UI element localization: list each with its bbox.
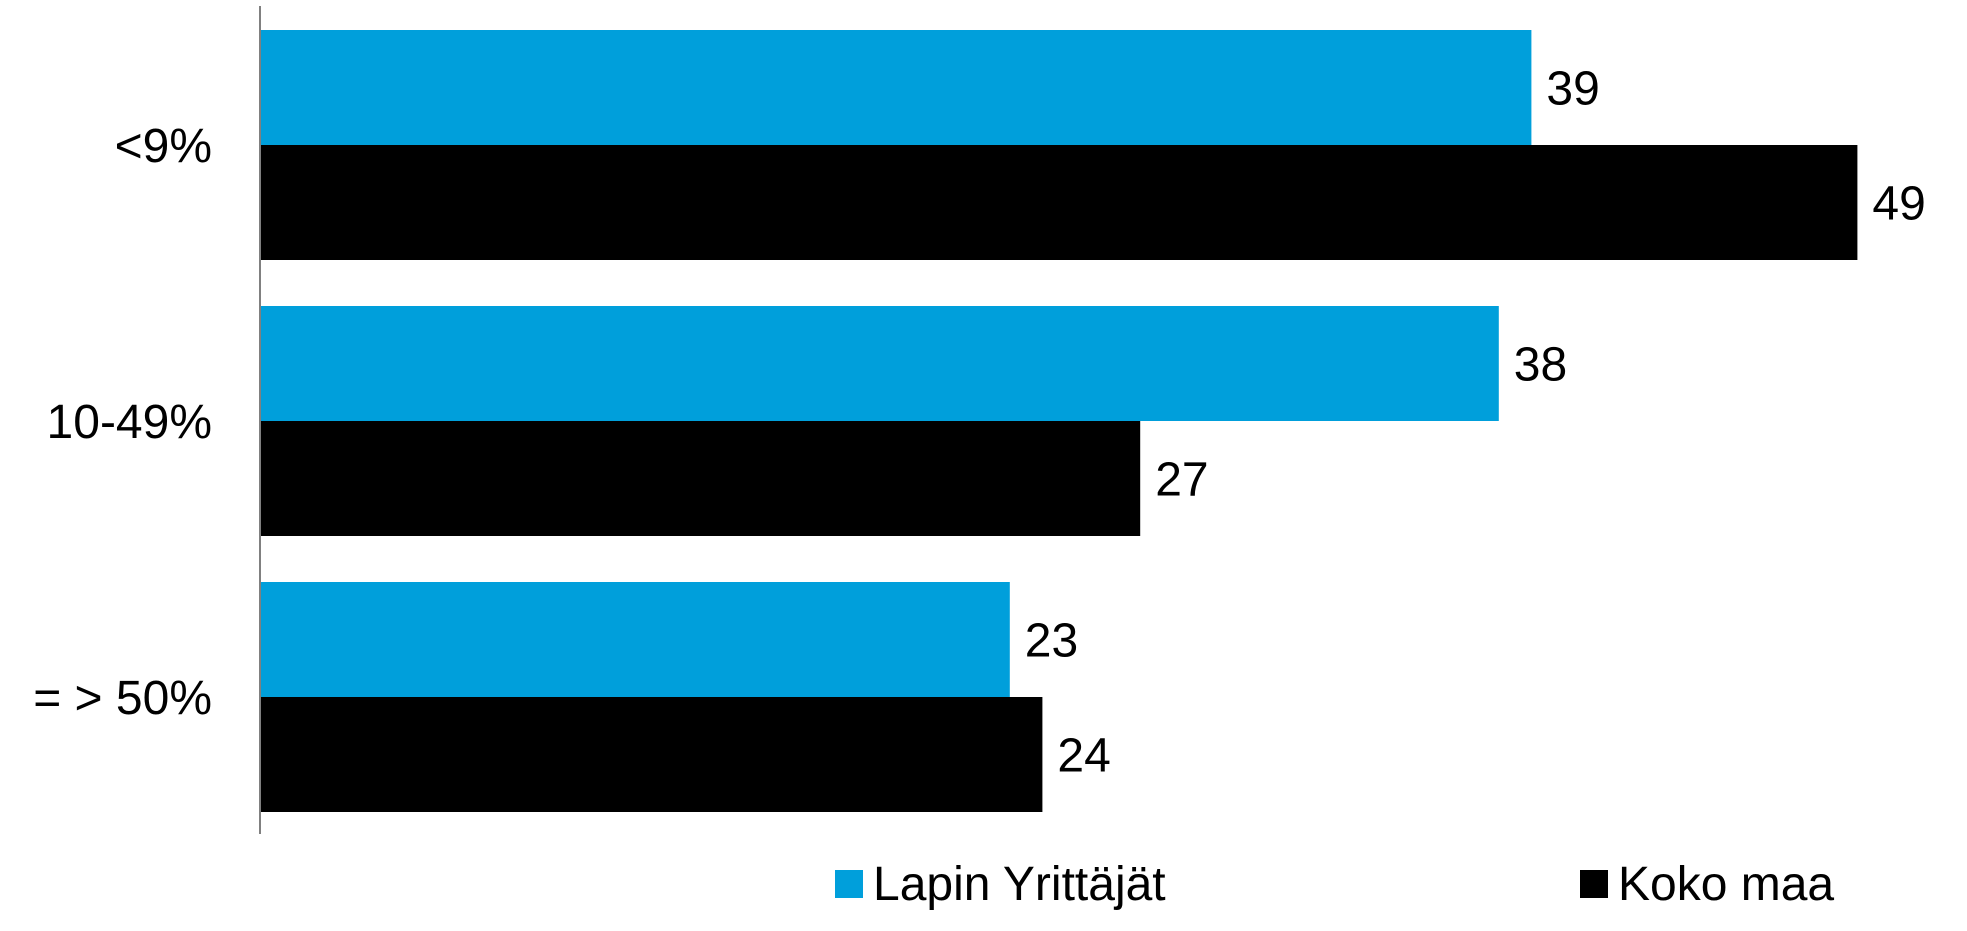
data-label-koko-maa-2: 27: [1155, 453, 1208, 506]
legend-label-koko-maa: Koko maa: [1618, 858, 1834, 911]
bar-koko-maa-3: [260, 697, 1043, 812]
data-label-koko-maa-1: 49: [1872, 177, 1925, 230]
legend: Lapin Yrittäjät Koko maa: [835, 858, 1834, 911]
bar-lapin-yritt-j-t-3: [260, 582, 1010, 697]
bar-lapin-yritt-j-t-2: [260, 306, 1499, 421]
legend-swatch-koko-maa: [1580, 870, 1608, 898]
legend-swatch-lapin-yritt-j-t: [835, 870, 863, 898]
labels-layer: 39 49 <9% 38 27 10-49% 23 24 = > 50%: [33, 62, 1926, 782]
category-label-2: 10-49%: [47, 396, 212, 449]
data-label-koko-maa-3: 24: [1057, 729, 1110, 782]
bar-koko-maa-2: [260, 421, 1141, 536]
bar-lapin-yritt-j-t-1: [260, 30, 1532, 145]
category-label-3: = > 50%: [33, 672, 212, 725]
data-label-lapin-yritt-j-t-3: 23: [1025, 614, 1078, 667]
bars-layer: [260, 30, 1858, 812]
legend-label-lapin-yritt-j-t: Lapin Yrittäjät: [873, 858, 1166, 911]
bar-koko-maa-1: [260, 145, 1858, 260]
data-label-lapin-yritt-j-t-2: 38: [1514, 338, 1567, 391]
category-label-1: <9%: [115, 120, 212, 173]
data-label-lapin-yritt-j-t-1: 39: [1546, 62, 1599, 115]
